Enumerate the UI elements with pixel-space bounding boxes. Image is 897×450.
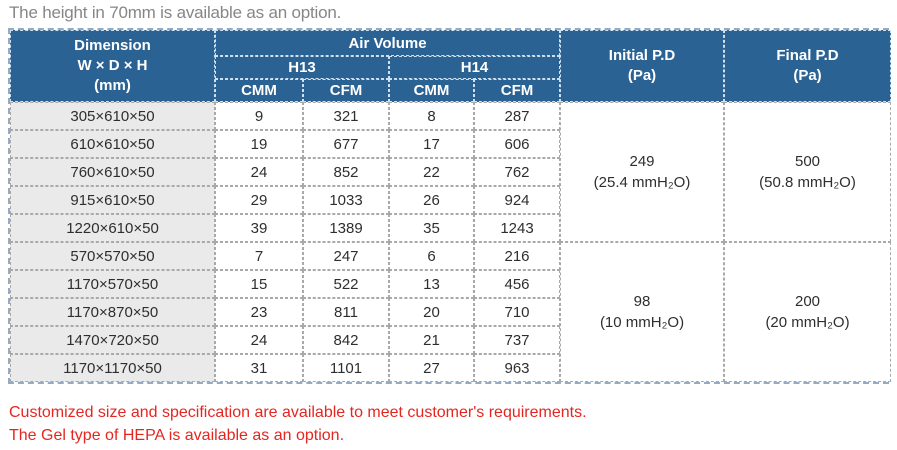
h14-cmm-header: CMM — [389, 79, 474, 102]
table-row: 1470×720×50 24 842 21 737 — [10, 326, 891, 354]
h13-cfm-value: 842 — [303, 326, 389, 354]
gel-type-note: The Gel type of HEPA is available as an … — [9, 427, 345, 444]
h14-cfm-value: 1243 — [474, 214, 561, 242]
h14-cmm-value: 6 — [389, 242, 474, 270]
h13-cmm-value: 19 — [215, 130, 303, 158]
final-pd-group-1: 500 (50.8 mmH₂O) — [724, 102, 892, 242]
h13-header: H13 — [215, 56, 389, 79]
dimension-header-line2: W × D × H — [77, 57, 148, 74]
initial-pd-unit: (25.4 mmH₂O) — [593, 174, 691, 191]
h13-cmm-value: 39 — [215, 214, 303, 242]
initial-pd-value: 249 — [629, 153, 655, 170]
h13-cmm-header: CMM — [215, 79, 303, 102]
h14-cmm-value: 20 — [389, 298, 474, 326]
h14-cfm-value: 216 — [474, 242, 561, 270]
header-row-2: H13 H14 — [10, 56, 891, 79]
h13-cmm-value: 31 — [215, 354, 303, 382]
h14-header: H14 — [389, 56, 561, 79]
initial-pd-header-line2: (Pa) — [627, 67, 657, 84]
h13-cmm-value: 23 — [215, 298, 303, 326]
final-pd-value: 200 — [795, 293, 821, 310]
h13-cmm-value: 24 — [215, 158, 303, 186]
final-pd-header-line2: (Pa) — [793, 67, 822, 84]
table-row: 1170×1170×50 31 1101 27 963 — [10, 354, 891, 382]
initial-pd-header: Initial P.D (Pa) — [560, 30, 725, 102]
dimension-cell: 1470×720×50 — [10, 326, 215, 354]
h13-cfm-value: 1033 — [303, 186, 389, 214]
table-row: 760×610×50 24 852 22 762 — [10, 158, 891, 186]
final-pd-group-2: 200 (20 mmH₂O) — [724, 242, 892, 382]
final-pd-value: 500 — [795, 153, 821, 170]
final-pd-header-line1: Final P.D — [776, 47, 839, 64]
dimension-cell: 1170×870×50 — [10, 298, 215, 326]
h13-cmm-value: 29 — [215, 186, 303, 214]
h14-cmm-value: 26 — [389, 186, 474, 214]
dimension-cell: 1170×570×50 — [10, 270, 215, 298]
h13-cfm-value: 852 — [303, 158, 389, 186]
height-option-note: The height in 70mm is available as an op… — [9, 3, 342, 22]
table-row: 1170×870×50 23 811 20 710 — [10, 298, 891, 326]
final-pd-unit: (20 mmH₂O) — [765, 314, 850, 331]
table-row: 610×610×50 19 677 17 606 — [10, 130, 891, 158]
h13-cfm-value: 677 — [303, 130, 389, 158]
dimension-cell: 760×610×50 — [10, 158, 215, 186]
initial-pd-group-2: 98 (10 mmH₂O) — [560, 242, 725, 382]
table-row: 1220×610×50 39 1389 35 1243 — [10, 214, 891, 242]
initial-pd-header-line1: Initial P.D — [608, 47, 676, 64]
h14-cmm-value: 22 — [389, 158, 474, 186]
dimension-cell: 305×610×50 — [10, 102, 215, 130]
h13-cfm-header: CFM — [303, 79, 389, 102]
h14-cfm-value: 924 — [474, 186, 561, 214]
h14-cmm-value: 35 — [389, 214, 474, 242]
h13-cmm-value: 9 — [215, 102, 303, 130]
h14-cfm-value: 287 — [474, 102, 561, 130]
spec-table-container: Dimension W × D × H (mm) Air Volume Init… — [8, 28, 892, 384]
bottom-notes: Customized size and specification are av… — [9, 401, 587, 447]
table-row: 305×610×50 9 321 8 287 249 (25.4 mmH₂O) … — [10, 102, 892, 242]
h13-cfm-value: 1389 — [303, 214, 389, 242]
header-row-3: CMM CFM CMM CFM — [10, 79, 891, 102]
initial-pd-unit: (10 mmH₂O) — [599, 314, 685, 331]
dimension-cell: 915×610×50 — [10, 186, 215, 214]
dimension-cell: 610×610×50 — [10, 130, 215, 158]
header-row-1: Dimension W × D × H (mm) Air Volume Init… — [10, 30, 892, 102]
dimension-cell: 570×570×50 — [10, 242, 215, 270]
h13-cmm-value: 24 — [215, 326, 303, 354]
h14-cmm-value: 17 — [389, 130, 474, 158]
h14-cmm-value: 13 — [389, 270, 474, 298]
table-row: 1170×570×50 15 522 13 456 — [10, 270, 891, 298]
dimension-header-line1: Dimension — [74, 37, 151, 54]
h13-cfm-value: 811 — [303, 298, 389, 326]
spec-table: Dimension W × D × H (mm) Air Volume Init… — [10, 30, 892, 382]
h14-cfm-value: 456 — [474, 270, 561, 298]
h14-cfm-value: 963 — [474, 354, 561, 382]
h14-cmm-value: 27 — [389, 354, 474, 382]
dimension-cell: 1170×1170×50 — [10, 354, 215, 382]
dimension-header: Dimension W × D × H (mm) — [10, 30, 215, 102]
customized-size-note: Customized size and specification are av… — [9, 404, 587, 421]
h14-cmm-value: 21 — [389, 326, 474, 354]
table-row: 570×570×50 7 247 6 216 98 (10 mmH₂O) 200… — [10, 242, 892, 382]
h13-cmm-value: 15 — [215, 270, 303, 298]
h14-cfm-value: 606 — [474, 130, 561, 158]
table-row: 915×610×50 29 1033 26 924 — [10, 186, 891, 214]
dimension-header-line3: (mm) — [94, 77, 131, 94]
h13-cfm-value: 247 — [303, 242, 389, 270]
air-volume-header: Air Volume — [215, 30, 561, 56]
h14-cfm-value: 762 — [474, 158, 561, 186]
initial-pd-value: 98 — [633, 293, 651, 310]
final-pd-header: Final P.D (Pa) — [724, 30, 892, 102]
h13-cfm-value: 1101 — [303, 354, 389, 382]
h14-cmm-value: 8 — [389, 102, 474, 130]
h14-cfm-header: CFM — [474, 79, 561, 102]
h14-cfm-value: 710 — [474, 298, 561, 326]
h13-cfm-value: 522 — [303, 270, 389, 298]
dimension-cell: 1220×610×50 — [10, 214, 215, 242]
final-pd-unit: (50.8 mmH₂O) — [759, 174, 856, 191]
h14-cfm-value: 737 — [474, 326, 561, 354]
h13-cfm-value: 321 — [303, 102, 389, 130]
h13-cmm-value: 7 — [215, 242, 303, 270]
initial-pd-group-1: 249 (25.4 mmH₂O) — [560, 102, 725, 242]
